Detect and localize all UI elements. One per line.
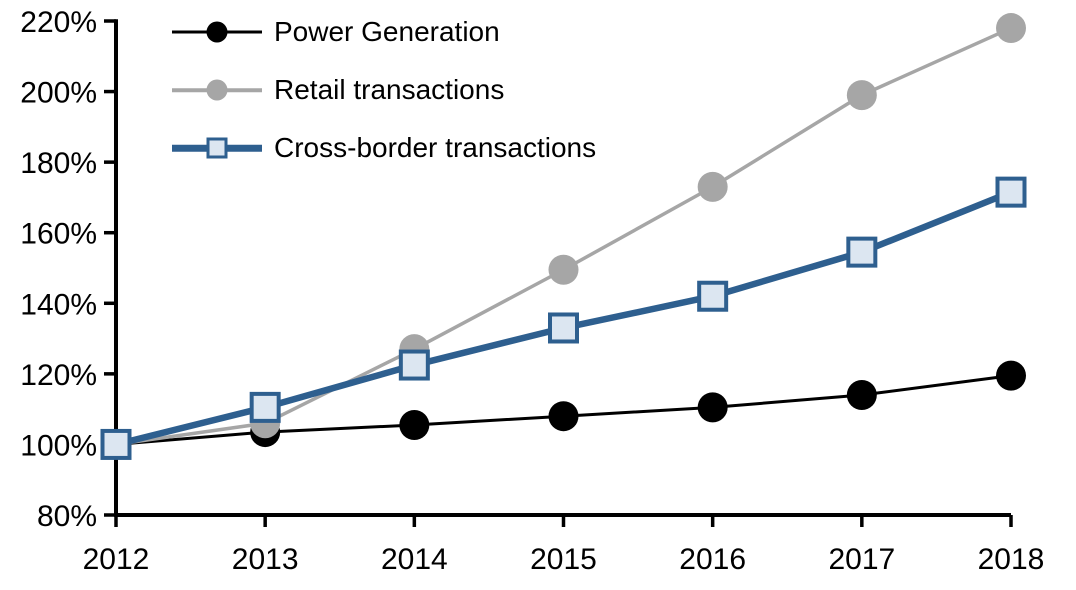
x-axis-tick-label: 2016 [679,543,746,576]
data-point-marker [996,360,1026,391]
x-axis-tick-label: 2012 [83,543,150,576]
legend-label: Power Generation [274,16,500,47]
square-marker-icon [206,137,228,159]
y-axis-tick-label: 220% [20,6,97,39]
data-point-marker [100,428,132,460]
data-point-marker [846,380,877,411]
legend-swatch [172,75,262,105]
y-axis-tick-label: 180% [20,147,97,180]
data-point-marker [399,410,430,441]
y-axis-tick-label: 80% [37,500,97,533]
legend-swatch [172,133,262,163]
legend-item-retail-transactions: Retail transactions [172,61,596,119]
data-point-marker [398,349,430,381]
circle-marker-icon [206,79,228,101]
x-axis-tick-label: 2013 [232,543,299,576]
data-point-marker [548,401,579,432]
data-point-marker [548,312,579,344]
legend-label: Retail transactions [274,74,505,105]
data-point-marker [697,280,729,312]
legend-swatch [172,17,262,47]
data-point-marker [249,391,281,423]
y-axis-tick-label: 200% [20,77,97,110]
y-axis-tick-label: 100% [20,429,97,462]
data-point-marker [697,392,728,423]
legend-label: Cross-border transactions [274,132,597,163]
legend-item-cross-border-transactions: Cross-border transactions [172,119,596,177]
data-point-marker [995,176,1027,208]
y-axis-tick-label: 120% [20,359,97,392]
x-axis-tick-label: 2015 [530,543,597,576]
y-axis-tick-label: 160% [20,218,97,251]
x-axis-tick-label: 2017 [828,543,895,576]
data-point-marker [846,236,878,268]
chart-legend: Power Generation Retail transactions Cro… [172,3,596,177]
data-point-marker [846,80,877,111]
series-cross-border-transactions [100,176,1027,460]
data-point-marker [697,171,728,202]
series-power-generation [101,360,1026,460]
x-axis-tick-label: 2014 [381,543,448,576]
circle-marker-icon [206,21,228,43]
x-axis-tick-label: 2018 [978,543,1045,576]
data-point-marker [996,13,1026,44]
legend-item-power-generation: Power Generation [172,3,596,61]
y-axis-tick-label: 140% [20,288,97,321]
data-point-marker [548,254,579,285]
